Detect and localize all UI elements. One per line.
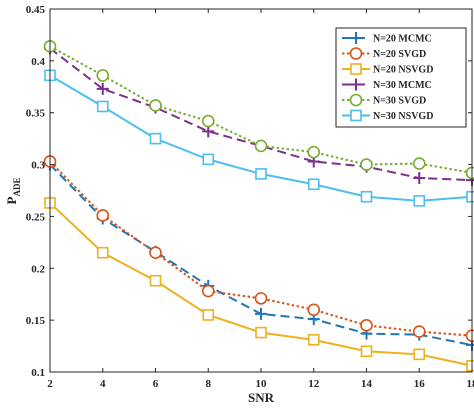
data-point	[360, 158, 373, 171]
data-point	[466, 190, 474, 203]
legend-marker	[350, 63, 362, 75]
data-point	[255, 326, 267, 339]
data-point	[96, 100, 109, 113]
legend-label: N=30 MCMC	[373, 80, 432, 91]
data-point	[360, 345, 373, 358]
legend-marker	[350, 109, 362, 122]
x-tick-label: 16	[414, 378, 426, 390]
data-point	[254, 292, 268, 305]
legend-label: N=20 MCMC	[373, 34, 432, 45]
legend: N=20 MCMC N=20 SVGD N=20 NSVGD N=30 MCMC N=3…	[335, 27, 467, 128]
y-tick-label: 0.1	[31, 367, 45, 379]
legend-entry: N=20 SVGD	[342, 47, 426, 60]
data-point	[307, 145, 321, 159]
series-line-4	[49, 47, 473, 182]
legend-label: N=30 NSVGD	[373, 111, 433, 122]
legend-entry: N=30 MCMC	[342, 78, 432, 91]
data-point	[96, 246, 109, 259]
data-point	[255, 307, 267, 320]
data-point	[307, 303, 321, 317]
x-tick-label: 4	[100, 378, 106, 390]
data-point	[255, 168, 267, 180]
y-tick-label: 0.35	[26, 108, 46, 120]
data-point	[201, 284, 215, 298]
x-tick-label: 8	[206, 378, 212, 390]
data-point	[465, 166, 474, 180]
data-point	[202, 125, 215, 138]
x-tick-label: 12	[308, 378, 320, 390]
legend-label: N=30 SVGD	[373, 96, 426, 107]
y-axis-label-main: P	[4, 196, 19, 204]
legend-entry: N=20 MCMC	[342, 32, 432, 45]
legend-entry: N=30 NSVGD	[342, 109, 433, 122]
legend-marker	[350, 78, 362, 91]
legend-marker	[349, 47, 363, 60]
data-point	[149, 246, 162, 260]
data-point	[413, 195, 426, 207]
data-point	[307, 178, 320, 191]
y-tick-label: 0.2	[31, 263, 45, 275]
data-point	[96, 209, 110, 222]
x-tick-label: 6	[153, 378, 159, 390]
svg-text:PADE: PADE	[4, 178, 22, 205]
legend-label: N=20 NSVGD	[373, 65, 433, 76]
data-point	[360, 190, 373, 203]
data-point	[149, 132, 162, 145]
y-tick-label: 0.4	[31, 56, 45, 68]
legend-marker	[349, 93, 363, 107]
legend-entry: N=30 SVGD	[342, 93, 426, 107]
legend-label: N=20 SVGD	[373, 49, 426, 60]
series-line-5	[49, 45, 473, 174]
ticks-layer: 2 4 6 8 10 12 14 16 18 0.1 0.15 0.2 0.25 0.3 0.35 0.4 0.…	[26, 4, 474, 390]
data-point	[149, 274, 162, 287]
y-axis-label: PADE	[4, 178, 22, 205]
y-tick-label: 0.3	[31, 160, 45, 172]
data-point	[149, 99, 162, 112]
x-tick-label: 18	[467, 378, 474, 390]
legend-entry: N=20 NSVGD	[342, 63, 433, 76]
data-point	[202, 153, 215, 166]
data-point	[202, 309, 215, 321]
data-point	[201, 114, 215, 128]
y-tick-label: 0.45	[26, 4, 46, 16]
y-axis-label-sub: ADE	[12, 178, 22, 197]
series-line-2	[49, 160, 473, 337]
x-tick-label: 10	[256, 378, 268, 390]
data-point	[465, 329, 474, 342]
y-tick-label: 0.25	[26, 211, 46, 223]
y-tick-label: 0.15	[26, 315, 46, 327]
series-5	[43, 40, 474, 180]
series-6	[44, 69, 474, 207]
x-tick-label: 2	[47, 378, 53, 390]
data-point	[413, 172, 426, 185]
data-point	[412, 325, 426, 338]
data-point	[307, 334, 320, 346]
data-point	[413, 348, 426, 361]
data-point	[360, 319, 373, 332]
data-point	[96, 82, 109, 95]
data-point	[466, 359, 474, 372]
x-axis-label: SNR	[248, 390, 275, 405]
data-point	[254, 139, 268, 153]
data-point	[412, 157, 426, 170]
legend-marker	[350, 32, 362, 44]
x-tick-label: 14	[361, 378, 373, 390]
data-point	[96, 69, 110, 82]
